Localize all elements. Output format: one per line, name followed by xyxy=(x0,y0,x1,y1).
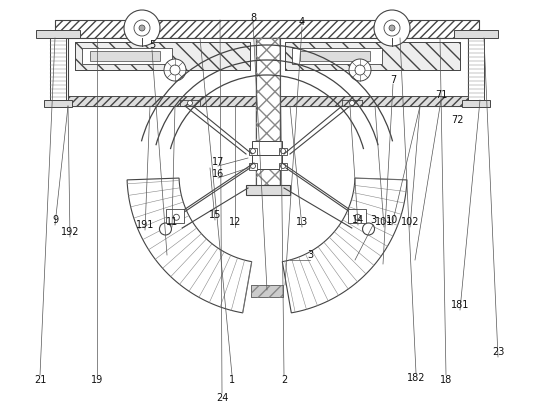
Bar xyxy=(249,148,257,155)
Bar xyxy=(249,163,257,170)
Text: 24: 24 xyxy=(216,393,228,403)
Text: 102: 102 xyxy=(400,217,419,227)
Bar xyxy=(468,38,484,100)
Text: 21: 21 xyxy=(34,375,46,385)
Text: 12: 12 xyxy=(229,217,241,227)
Circle shape xyxy=(250,149,255,153)
Bar xyxy=(279,163,287,170)
Text: 10: 10 xyxy=(386,215,398,225)
Circle shape xyxy=(384,20,400,36)
Text: 8: 8 xyxy=(250,13,256,23)
Bar xyxy=(285,42,460,70)
Text: 4: 4 xyxy=(299,17,305,27)
Polygon shape xyxy=(282,178,407,313)
Bar xyxy=(348,209,366,223)
Circle shape xyxy=(389,25,395,31)
Bar xyxy=(300,51,370,61)
Bar xyxy=(251,285,283,297)
Bar xyxy=(292,48,382,64)
Bar xyxy=(68,96,261,106)
Text: 14: 14 xyxy=(352,215,364,225)
Bar xyxy=(285,42,460,70)
Bar xyxy=(256,38,280,193)
Bar xyxy=(252,141,282,155)
Bar xyxy=(75,42,250,70)
Bar xyxy=(167,209,184,223)
Circle shape xyxy=(349,59,371,81)
Text: 16: 16 xyxy=(212,169,224,179)
Bar xyxy=(275,38,468,106)
Circle shape xyxy=(160,223,171,235)
Circle shape xyxy=(134,20,150,36)
Text: 13: 13 xyxy=(296,217,308,227)
Bar xyxy=(246,185,290,195)
Bar xyxy=(55,20,479,38)
Circle shape xyxy=(355,65,365,75)
Circle shape xyxy=(363,223,374,235)
Circle shape xyxy=(355,214,360,220)
Circle shape xyxy=(349,101,355,105)
Bar xyxy=(275,96,468,106)
Bar xyxy=(462,100,490,107)
Bar xyxy=(256,38,280,193)
Text: 191: 191 xyxy=(136,220,154,230)
Bar xyxy=(454,30,498,38)
Text: 182: 182 xyxy=(407,373,425,383)
Circle shape xyxy=(250,164,255,168)
Text: 101: 101 xyxy=(375,217,393,227)
Text: 3: 3 xyxy=(370,215,376,225)
Text: 17: 17 xyxy=(212,157,224,167)
Circle shape xyxy=(139,25,145,31)
Circle shape xyxy=(280,149,286,153)
Polygon shape xyxy=(127,178,252,313)
Text: 19: 19 xyxy=(91,375,103,385)
Bar xyxy=(275,96,468,106)
Text: 181: 181 xyxy=(451,300,469,310)
Bar xyxy=(82,48,172,64)
Text: 15: 15 xyxy=(209,210,221,220)
Text: 3: 3 xyxy=(307,250,313,260)
Text: 9: 9 xyxy=(52,215,58,225)
Circle shape xyxy=(187,101,192,105)
Text: 23: 23 xyxy=(492,347,504,357)
Circle shape xyxy=(374,10,410,46)
Bar xyxy=(36,30,80,38)
Bar xyxy=(252,155,282,169)
Bar xyxy=(50,38,66,100)
Bar xyxy=(44,100,72,107)
Bar xyxy=(55,20,479,38)
Circle shape xyxy=(124,10,160,46)
Text: 5: 5 xyxy=(149,40,155,50)
Text: 7: 7 xyxy=(390,75,396,85)
Bar xyxy=(68,96,261,106)
Bar xyxy=(75,42,250,70)
Text: 1: 1 xyxy=(229,375,235,385)
Bar xyxy=(90,51,160,61)
Text: 71: 71 xyxy=(435,90,447,100)
Circle shape xyxy=(174,214,179,220)
Bar xyxy=(279,148,287,155)
Text: 192: 192 xyxy=(61,227,79,237)
Circle shape xyxy=(164,59,186,81)
Text: 72: 72 xyxy=(451,115,464,125)
Circle shape xyxy=(170,65,180,75)
Bar xyxy=(68,38,261,106)
Circle shape xyxy=(280,164,286,168)
Text: 2: 2 xyxy=(281,375,287,385)
Text: 18: 18 xyxy=(440,375,452,385)
Text: 11: 11 xyxy=(166,217,178,227)
Bar xyxy=(251,285,283,297)
